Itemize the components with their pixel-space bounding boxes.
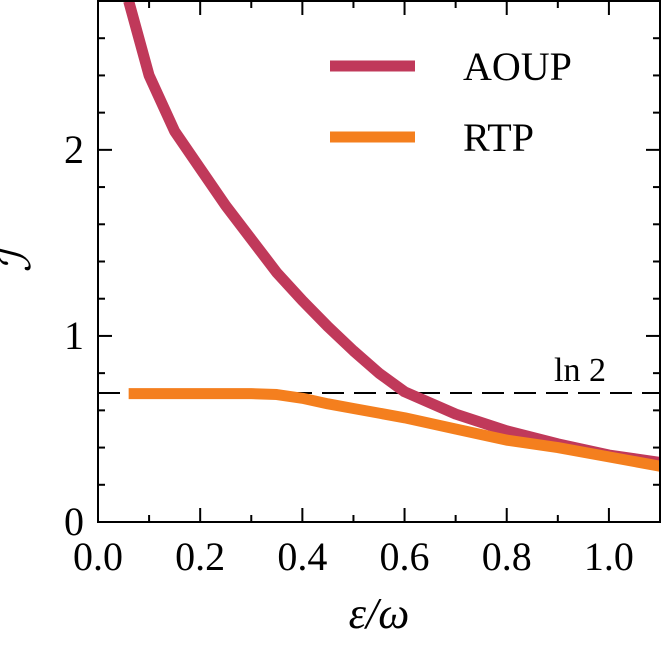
- legend-label: RTP: [463, 115, 534, 160]
- y-tick-label: 0: [64, 499, 84, 544]
- y-tick-label: 1: [64, 313, 84, 358]
- plot-frame: [97, 0, 661, 523]
- legend-label: AOUP: [463, 44, 572, 89]
- y-axis-label: ℐ: [0, 244, 40, 272]
- data-line: [123, 1, 660, 468]
- x-tick-label: 0.4: [277, 534, 327, 579]
- x-tick-label: 0.8: [482, 534, 532, 579]
- reference-label: ln 2: [554, 352, 606, 389]
- x-tick-label: 0.6: [380, 534, 430, 579]
- x-tick-label: 0.2: [175, 534, 225, 579]
- data-line: [128, 388, 660, 472]
- x-tick-label: 1.0: [584, 534, 634, 579]
- plot-area: [98, 1, 660, 472]
- x-tick-label: 0.0: [73, 534, 123, 579]
- x-axis-label: ε/ω: [349, 589, 410, 638]
- y-tick-label: 2: [64, 127, 84, 172]
